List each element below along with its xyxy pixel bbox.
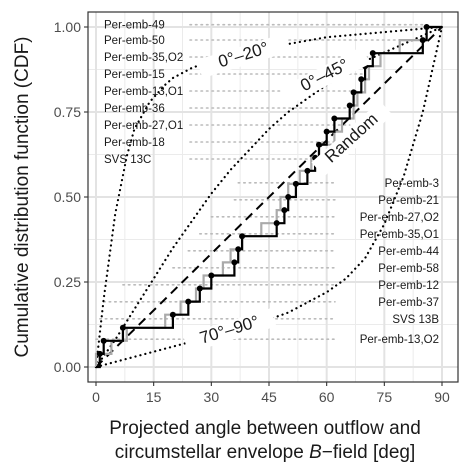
y-tick-label: 1.00 [54, 19, 81, 35]
source-name-right: Per-emb-13,O2 [360, 334, 439, 346]
source-name-left: Per-emb-35,O2 [104, 52, 183, 64]
observed-point [235, 246, 242, 253]
observed-point [119, 324, 126, 331]
y-axis-title: Cumulative distribution function (CDF) [12, 36, 33, 357]
model-curve [95, 26, 443, 368]
annotation-0-20: 0°–20° [216, 38, 271, 71]
source-name-right: Per-emb-37 [378, 297, 439, 309]
source-name-right: Per-emb-21 [378, 195, 439, 207]
source-name-right: Per-emb-35,O1 [360, 229, 439, 241]
observed-point [231, 259, 238, 266]
x-tick-label: 45 [261, 389, 277, 405]
observed-point [346, 102, 353, 109]
observed-point [315, 141, 322, 148]
observed-point [331, 115, 338, 122]
observed-point [423, 24, 430, 30]
observed-point [185, 298, 192, 305]
source-name-right: Per-emb-44 [378, 246, 439, 258]
annotation-random-bg [311, 100, 393, 177]
observed-point [323, 128, 330, 135]
y-tick-label: 0.50 [54, 189, 81, 205]
x-tick-label: 60 [319, 389, 335, 405]
source-name-right: Per-emb-12 [378, 280, 439, 292]
x-tick-label: 15 [146, 389, 162, 405]
annotation-0-45-bg [279, 46, 371, 106]
source-name-right: Per-emb-58 [378, 263, 439, 275]
source-name-left: Per-emb-36 [104, 103, 165, 115]
annotation-70-90: 70°–90° [198, 312, 262, 348]
y-tick-label: 0.25 [54, 274, 81, 290]
x-axis-title-line2-italic: B [309, 442, 322, 463]
source-names-layer: Per-emb-49 Per-emb-50 Per-emb-35,O2 Per-emb… [104, 20, 440, 347]
y-tick-label: 0.00 [54, 359, 81, 375]
observed-point [304, 167, 311, 174]
source-name-left: Per-emb-49 [104, 20, 165, 32]
observed-point [358, 76, 365, 83]
observed-points-layer [96, 24, 430, 357]
observed-point [350, 89, 357, 96]
x-tick-label: 0 [92, 389, 100, 405]
source-name-left: Per-emb-15 [104, 69, 165, 81]
source-name-right: Per-emb-27,O2 [360, 212, 439, 224]
x-tick-label: 75 [377, 389, 393, 405]
observed-point [100, 337, 107, 344]
observed-point [208, 272, 215, 279]
source-name-left: SVS 13C [104, 154, 151, 166]
annotation-70-90-bg [182, 308, 277, 354]
x-axis-title-line1: Projected angle between outflow and [109, 418, 421, 439]
x-axis-title-line2-pre: circumstellar envelope [115, 442, 309, 463]
source-name-right: Per-emb-3 [385, 178, 439, 190]
annotation-0-20-bg [196, 33, 291, 79]
x-tick-label: 90 [434, 389, 450, 405]
observed-point [196, 285, 203, 292]
model-curve [94, 25, 444, 369]
observed-point [419, 37, 426, 44]
observed-point [96, 350, 103, 357]
source-name-left: Per-emb-13,O1 [104, 86, 183, 98]
observed-point [239, 233, 246, 240]
source-name-left: Per-emb-50 [104, 35, 165, 47]
x-tick-label: 30 [204, 389, 220, 405]
y-tick-label: 0.75 [54, 104, 81, 120]
source-name-left: Per-emb-27,O1 [104, 120, 183, 132]
observed-point [369, 50, 376, 57]
observed-point [169, 311, 176, 318]
observed-point [285, 194, 292, 200]
x-axis-title-line2: circumstellar envelope B−field [deg] [115, 442, 416, 463]
x-axis-title-line2-post: −field [deg] [322, 442, 416, 463]
name-guides-layer [95, 23, 428, 341]
axis-ticks-layer: 0 15 30 45 60 75 90 0.00 0.25 0.50 0.75 1.00 [54, 19, 450, 405]
observed-point [273, 220, 280, 227]
source-name-left: Per-emb-18 [104, 137, 165, 149]
observed-point [281, 207, 288, 214]
annotation-0-45: 0°–45° [297, 55, 351, 95]
observed-point [292, 180, 299, 187]
source-name-right: SVS 13B [392, 314, 439, 326]
